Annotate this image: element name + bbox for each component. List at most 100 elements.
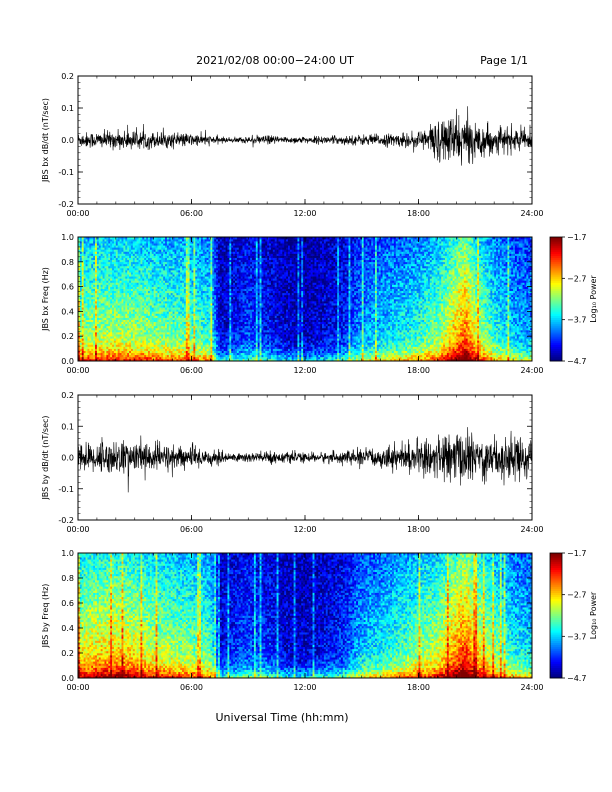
- spectrogram-cell: [142, 282, 145, 285]
- spectrogram-cell: [132, 239, 136, 242]
- spectrogram-cell: [216, 241, 219, 244]
- spectrogram-cell: [189, 327, 192, 331]
- spectrogram-cell: [210, 327, 213, 331]
- spectrogram-cell: [210, 239, 213, 242]
- spectrogram-cell: [136, 344, 139, 347]
- spectrogram-cell: [102, 309, 105, 312]
- spectrogram-cell: [96, 313, 100, 316]
- spectrogram-cell: [227, 253, 230, 256]
- spectrogram-cell: [78, 284, 81, 287]
- spectrogram-cell: [216, 268, 219, 271]
- spectrogram-cell: [155, 255, 158, 258]
- spectrogram-cell: [227, 350, 230, 354]
- spectrogram-cell: [208, 257, 211, 261]
- spectrogram-cell: [223, 319, 226, 323]
- spectrogram-cell: [187, 299, 190, 302]
- spectrogram-cell: [187, 344, 190, 347]
- spectrogram-cell: [125, 307, 128, 310]
- spectrogram-cell: [189, 307, 192, 310]
- spectrogram-cell: [157, 299, 160, 302]
- spectrogram-cell: [225, 257, 228, 261]
- spectrogram-cell: [147, 327, 151, 331]
- spectrogram-cell: [123, 272, 126, 275]
- spectrogram-cell: [221, 286, 224, 289]
- spectrogram-cell: [217, 249, 221, 252]
- spectrogram-cell: [98, 356, 101, 360]
- spectrogram-cell: [219, 354, 223, 358]
- spectrogram-cell: [112, 292, 115, 296]
- spectrogram-cell: [134, 270, 137, 273]
- spectrogram-cell: [212, 323, 215, 327]
- spectrogram-cell: [180, 290, 183, 294]
- spectrogram-cell: [212, 257, 215, 261]
- spectrogram-cell: [166, 286, 170, 289]
- spectrogram-cell: [127, 249, 130, 252]
- spectrogram-cell: [149, 348, 153, 351]
- spectrogram-cell: [216, 239, 219, 242]
- spectrogram-cell: [159, 263, 162, 267]
- spectrogram: [78, 237, 533, 362]
- spectrogram-cell: [87, 278, 90, 281]
- spectrogram-cell: [151, 249, 154, 252]
- spectrogram-cell: [166, 253, 170, 256]
- spectrogram-cell: [165, 274, 168, 277]
- spectrogram-cell: [191, 344, 194, 347]
- spectrogram-cell: [202, 276, 206, 279]
- spectrogram-cell: [147, 243, 151, 246]
- spectrogram-cell: [144, 274, 147, 277]
- spectrogram-cell: [170, 261, 173, 265]
- spectrogram-cell: [166, 249, 170, 252]
- spectrogram-cell: [100, 255, 103, 258]
- spectrogram-cell: [176, 319, 179, 323]
- spectrogram-cell: [85, 284, 88, 287]
- spectrogram-cell: [176, 354, 179, 358]
- spectrogram-cell: [112, 334, 115, 337]
- spectrogram-cell: [189, 268, 192, 271]
- spectrogram-cell: [98, 255, 101, 258]
- spectrogram-cell: [115, 263, 119, 267]
- spectrogram-cell: [172, 346, 175, 349]
- spectrogram-cell: [136, 292, 139, 296]
- spectrogram-cell: [136, 299, 139, 302]
- spectrogram-cell: [136, 280, 139, 283]
- spectrogram-cell: [142, 274, 145, 277]
- spectrogram-cell: [191, 239, 194, 242]
- spectrogram-cell: [187, 296, 190, 300]
- spectrogram-cell: [142, 301, 145, 304]
- spectrogram-cell: [149, 309, 153, 312]
- spectrogram-cell: [83, 270, 86, 273]
- spectrogram-cell: [130, 261, 134, 265]
- spectrogram-cell: [168, 309, 171, 312]
- spectrogram-cell: [172, 309, 175, 312]
- spectrogram-cell: [98, 249, 101, 252]
- spectrogram-cell: [216, 317, 219, 320]
- spectrogram-cell: [195, 284, 198, 287]
- spectrogram-cell: [153, 255, 156, 258]
- spectrogram-cell: [189, 259, 192, 263]
- spectrogram-cell: [121, 346, 124, 349]
- spectrogram-cell: [197, 249, 200, 252]
- spectrogram-cell: [189, 263, 192, 267]
- spectrogram-cell: [174, 284, 177, 287]
- spectrogram-cell: [223, 265, 226, 269]
- spectrogram-cell: [187, 265, 190, 269]
- spectrogram-cell: [123, 309, 126, 312]
- spectrogram-cell: [208, 278, 211, 281]
- spectrogram-cell: [189, 315, 192, 318]
- spectrogram-cell: [187, 348, 190, 351]
- spectrogram-cell: [176, 332, 179, 335]
- spectrogram-cell: [182, 276, 185, 279]
- spectrogram-cell: [231, 358, 234, 362]
- spectrogram-cell: [108, 259, 111, 263]
- spectrogram-cell: [106, 332, 109, 335]
- spectrogram-cell: [157, 255, 160, 258]
- spectrogram-cell: [117, 354, 120, 358]
- spectrogram-cell: [149, 278, 153, 281]
- spectrogram-cell: [168, 317, 171, 320]
- spectrogram-cell: [193, 249, 196, 252]
- spectrogram-cell: [183, 332, 187, 335]
- spectrogram-cell: [149, 247, 153, 250]
- spectrogram-cell: [106, 358, 109, 362]
- spectrogram-cell: [216, 278, 219, 281]
- spectrogram-cell: [225, 288, 228, 292]
